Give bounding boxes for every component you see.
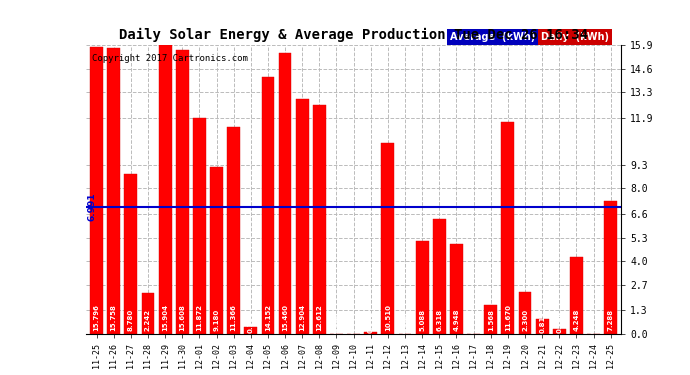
Text: 5.088: 5.088 — [420, 309, 425, 331]
Bar — [433, 219, 446, 334]
Bar — [604, 201, 617, 334]
Text: 0.072: 0.072 — [368, 311, 374, 333]
Bar — [124, 174, 137, 334]
Text: 0.812: 0.812 — [539, 311, 545, 333]
Text: 0.000: 0.000 — [351, 314, 356, 333]
Bar — [262, 77, 275, 334]
Text: 6.991: 6.991 — [87, 192, 96, 221]
Text: 6.318: 6.318 — [436, 309, 442, 331]
Text: 0.240: 0.240 — [556, 310, 562, 333]
Text: 10.510: 10.510 — [385, 304, 391, 331]
Bar — [553, 329, 566, 334]
Bar — [210, 167, 223, 334]
Text: 15.758: 15.758 — [110, 304, 117, 331]
Bar — [450, 244, 463, 334]
Bar — [313, 105, 326, 334]
Bar — [227, 128, 240, 334]
Bar — [159, 45, 172, 334]
Text: 14.152: 14.152 — [265, 304, 271, 331]
Text: 12.612: 12.612 — [316, 304, 322, 331]
Text: 7.288: 7.288 — [608, 309, 613, 331]
Text: 4.248: 4.248 — [573, 309, 580, 331]
Title: Daily Solar Energy & Average Production Tue Dec 26 16:34: Daily Solar Energy & Average Production … — [119, 28, 588, 42]
Bar — [519, 292, 531, 334]
Text: 0.356: 0.356 — [248, 311, 254, 333]
Text: 15.460: 15.460 — [282, 304, 288, 331]
Bar — [296, 99, 308, 334]
Text: 0.000: 0.000 — [402, 314, 408, 333]
Text: 12.904: 12.904 — [299, 304, 305, 331]
Text: 2.300: 2.300 — [522, 309, 528, 331]
Text: 11.670: 11.670 — [505, 304, 511, 331]
Bar — [107, 48, 120, 334]
Bar — [90, 47, 103, 334]
Bar — [176, 50, 188, 334]
Bar — [502, 122, 514, 334]
Text: 0.000: 0.000 — [471, 314, 476, 333]
Bar — [364, 333, 377, 334]
Bar — [416, 242, 428, 334]
Text: 15.608: 15.608 — [179, 304, 185, 331]
Bar — [141, 293, 155, 334]
Bar — [484, 305, 497, 334]
Text: Copyright 2017 Cartronics.com: Copyright 2017 Cartronics.com — [92, 54, 248, 63]
Text: 1.568: 1.568 — [488, 309, 494, 331]
Text: Average  (kWh): Average (kWh) — [450, 32, 535, 42]
Text: 8.780: 8.780 — [128, 309, 134, 331]
Text: 11.366: 11.366 — [230, 304, 237, 331]
Bar — [244, 327, 257, 334]
Text: 4.948: 4.948 — [453, 309, 460, 331]
Text: 15.904: 15.904 — [162, 304, 168, 331]
Bar — [193, 118, 206, 334]
Text: 0.000: 0.000 — [591, 314, 596, 333]
Text: 15.796: 15.796 — [94, 304, 99, 331]
Text: 2.242: 2.242 — [145, 309, 151, 331]
Bar — [382, 143, 394, 334]
Bar — [570, 256, 583, 334]
Text: 0.006: 0.006 — [334, 314, 339, 333]
Text: 11.872: 11.872 — [197, 304, 202, 331]
Bar — [535, 319, 549, 334]
Bar — [279, 53, 291, 334]
Text: Daily  (kWh): Daily (kWh) — [541, 32, 609, 42]
Text: 9.180: 9.180 — [213, 309, 219, 331]
